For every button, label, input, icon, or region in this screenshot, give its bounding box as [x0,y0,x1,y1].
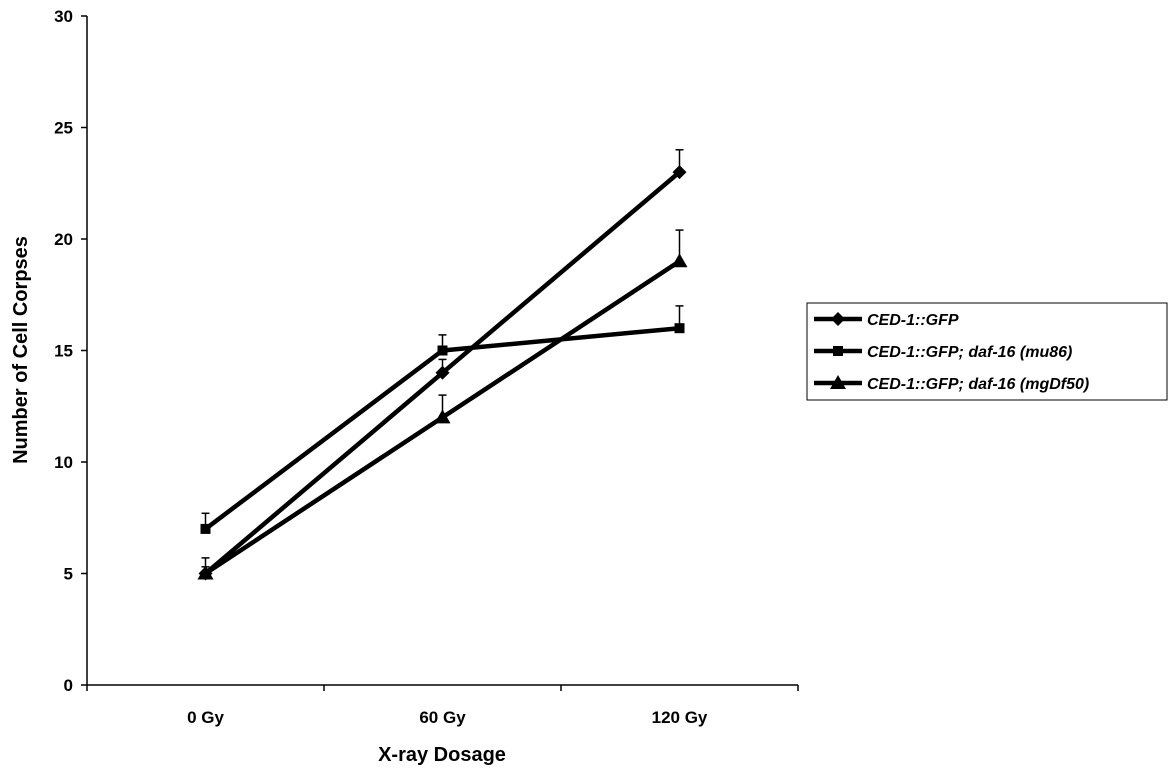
legend-label: CED-1::GFP; daf-16 (mu86) [867,344,1072,361]
y-tick-label: 20 [54,230,73,249]
data-point-diamond [672,165,687,180]
series-diamond [198,149,687,581]
series-square [200,305,685,534]
series-triangle [197,229,688,580]
x-tick-label: 120 Gy [652,708,708,727]
legend-label: CED-1::GFP; daf-16 (mgDf50) [867,376,1089,393]
x-ticks: 0 Gy 60 Gy 120 Gy [86,685,799,727]
y-tick-label: 10 [54,453,73,472]
y-tick-label: 30 [54,7,73,26]
data-point-square [200,523,211,534]
data-point-square [674,323,685,334]
legend-box [806,302,1168,401]
y-tick-label: 25 [54,119,73,138]
legend-marker-diamond [831,312,845,326]
data-point-triangle [671,253,688,268]
data-point-triangle [434,409,451,424]
legend-marker-square [833,346,843,356]
y-ticks: 0 5 10 15 20 25 30 [54,7,87,695]
y-axis-title: Number of Cell Corpses [10,236,32,464]
x-tick-label: 0 Gy [187,708,224,727]
data-point-diamond [435,365,450,380]
legend-marker-triangle [830,375,846,389]
series-line [204,325,680,531]
y-tick-label: 5 [64,565,73,584]
data-point-triangle [197,565,214,580]
legend-label: CED-1::GFP [867,312,959,329]
y-tick-label: 0 [64,676,73,695]
data-point-square [437,345,448,356]
x-tick-label: 60 Gy [419,708,466,727]
x-axis-title: X-ray Dosage [378,744,506,766]
y-tick-label: 15 [54,342,73,361]
series-layer [197,149,688,581]
